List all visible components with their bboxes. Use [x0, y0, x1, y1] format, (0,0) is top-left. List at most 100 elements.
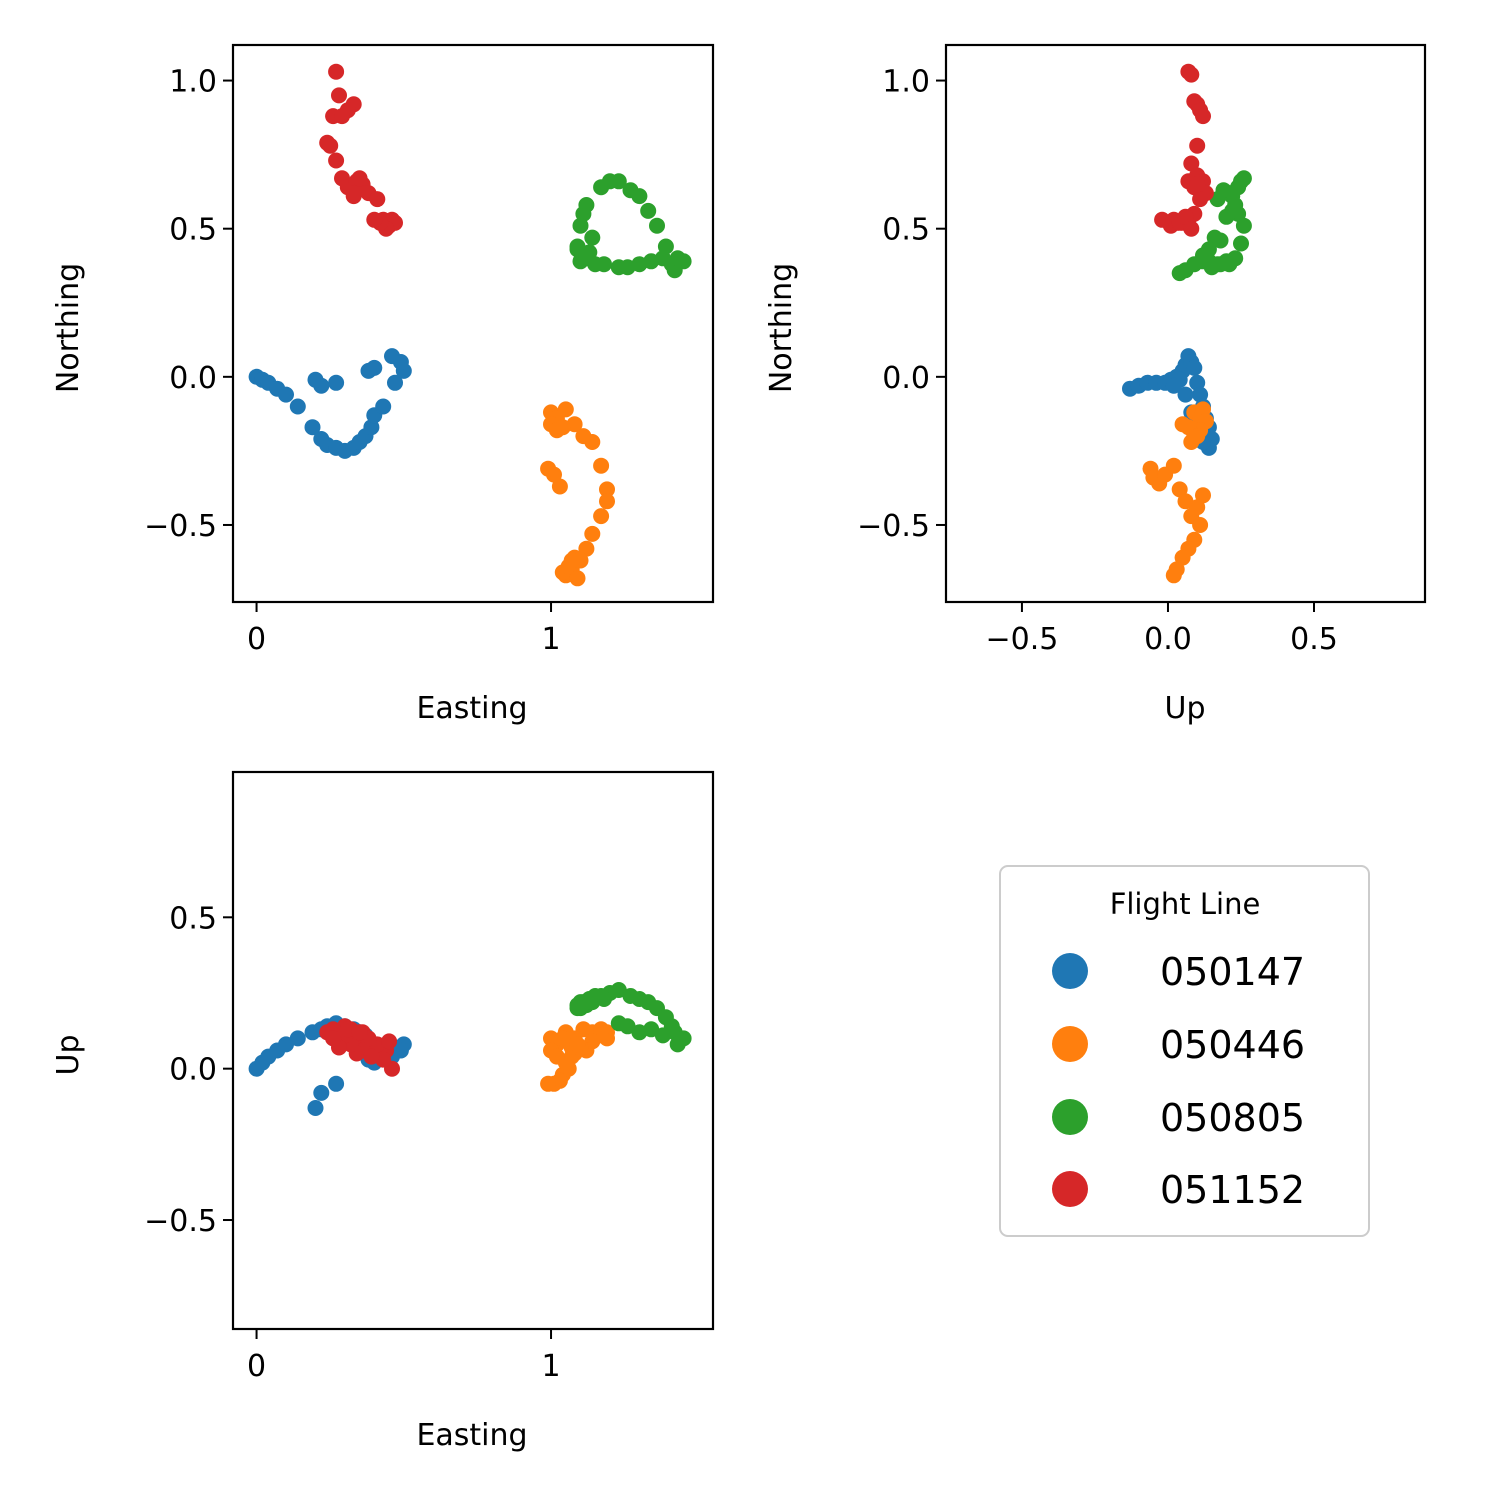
data-point: [540, 460, 557, 477]
y-tick-label: 0.0: [169, 361, 217, 396]
panel-up-northing: Up Northing −0.5 0.0 0.5 −0.5 0.0 0.5 1.0: [764, 43, 1427, 726]
legend-label: 050446: [1160, 1023, 1305, 1067]
x-tick-label: −0.5: [986, 622, 1059, 657]
data-point: [381, 1033, 398, 1050]
data-point: [610, 1015, 627, 1032]
data-point: [289, 1030, 306, 1047]
x-axis-label: Up: [1164, 691, 1205, 726]
data-point: [593, 508, 610, 525]
data-point: [1195, 108, 1211, 125]
legend-label: 050805: [1160, 1096, 1305, 1140]
data-point: [610, 173, 627, 190]
data-point: [649, 217, 665, 234]
data-point: [1218, 208, 1235, 225]
data-point: [322, 137, 339, 154]
data-point: [313, 1084, 330, 1101]
legend: Flight Line 050147 050446 050805 051152: [999, 865, 1370, 1237]
y-tick-label: 0.0: [169, 1053, 217, 1088]
data-point: [351, 170, 368, 187]
legend-entry: 050446: [1052, 1023, 1305, 1067]
legend-frame: [999, 865, 1370, 1237]
legend-entry: 050805: [1052, 1096, 1305, 1140]
data-point: [360, 362, 377, 379]
data-point: [384, 348, 400, 365]
x-tick-label: 0: [247, 1349, 266, 1384]
x-axis-label: Easting: [416, 1418, 527, 1453]
legend-entry: 051152: [1052, 1168, 1305, 1212]
legend-marker: [1052, 953, 1088, 989]
legend-label: 051152: [1160, 1168, 1305, 1212]
data-point: [278, 1036, 294, 1053]
data-point: [572, 1000, 589, 1017]
x-tick-label: 0: [247, 622, 266, 657]
series-051152: [1154, 63, 1214, 237]
series-050446: [540, 401, 615, 587]
data-point: [1189, 499, 1206, 516]
data-point: [578, 197, 595, 213]
plot-frame: [231, 43, 715, 604]
data-point: [1183, 155, 1200, 172]
panel-easting-northing: Easting Northing 0 1 −0.5 0.0 0.5 1.0: [51, 43, 715, 726]
data-point: [1165, 567, 1182, 584]
data-point: [578, 540, 595, 557]
data-point: [1206, 229, 1223, 246]
scatter-points: [1122, 63, 1252, 584]
data-point: [548, 1048, 565, 1065]
y-tick-label: −0.5: [857, 509, 930, 544]
data-point: [554, 419, 571, 436]
data-point: [599, 493, 615, 510]
data-point: [289, 398, 306, 415]
data-point: [540, 1075, 557, 1092]
data-point: [1192, 517, 1209, 533]
data-point: [325, 1030, 342, 1047]
data-point: [278, 386, 294, 403]
data-point: [1195, 487, 1211, 504]
scatter-points: [248, 63, 692, 587]
data-point: [1218, 253, 1235, 270]
y-tick-label: 0.5: [882, 213, 930, 248]
series-050446: [1142, 401, 1214, 584]
data-point: [1227, 197, 1244, 213]
data-point: [593, 457, 610, 474]
data-point: [669, 1036, 686, 1053]
data-point: [1174, 416, 1191, 433]
data-point: [1177, 386, 1194, 403]
data-point: [387, 374, 403, 391]
y-axis-label: Up: [51, 1034, 86, 1075]
y-tick-label: 0.5: [169, 213, 217, 248]
data-point: [569, 570, 586, 587]
data-point: [631, 188, 648, 205]
y-tick-label: 0.0: [882, 361, 930, 396]
data-point: [1165, 457, 1182, 474]
data-point: [569, 241, 586, 258]
data-point: [331, 87, 347, 104]
series-050147: [248, 348, 412, 459]
data-point: [363, 1048, 380, 1065]
data-point: [328, 63, 345, 80]
data-point: [334, 108, 350, 125]
data-point: [610, 259, 627, 276]
data-point: [599, 481, 615, 498]
y-axis-label: Northing: [51, 263, 86, 393]
data-point: [328, 1075, 345, 1092]
legend-marker: [1052, 1171, 1088, 1207]
data-point: [572, 217, 589, 234]
x-tick-label: 1: [541, 1349, 560, 1384]
data-point: [1165, 377, 1182, 394]
y-tick-label: 1.0: [169, 65, 217, 100]
data-point: [584, 994, 601, 1011]
legend-title: Flight Line: [1110, 887, 1261, 921]
x-axis-label: Easting: [416, 691, 527, 726]
series-050805: [1171, 170, 1252, 282]
y-tick-label: 1.0: [882, 65, 930, 100]
data-point: [551, 478, 568, 495]
series-050446: [540, 1021, 615, 1092]
legend-marker: [1052, 1099, 1088, 1135]
data-point: [304, 419, 321, 436]
x-tick-label: 0.5: [1290, 622, 1338, 657]
plot-frame: [944, 43, 1427, 604]
x-tick-label: 0.0: [1144, 622, 1192, 657]
y-tick-label: −0.5: [144, 509, 217, 544]
